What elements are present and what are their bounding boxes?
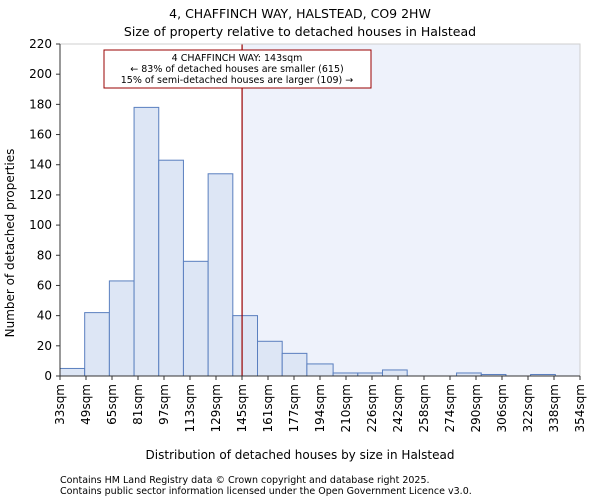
bar-177sqm (281, 352, 308, 377)
bar-81sqm (133, 106, 160, 377)
x-tick-label: 49sqm (79, 384, 93, 425)
x-tick-label: 226sqm (365, 384, 379, 432)
x-tick-label: 258sqm (417, 384, 431, 432)
y-tick-label: 180 (29, 97, 52, 111)
x-tick-label: 33sqm (53, 384, 67, 425)
x-tick-label: 97sqm (157, 384, 171, 425)
bar-33sqm (59, 367, 86, 377)
shaded-region-larger (242, 44, 580, 376)
x-tick-label: 242sqm (391, 384, 405, 432)
annotation-line1: 4 CHAFFINCH WAY: 143sqm (172, 53, 303, 64)
bar-97sqm (158, 159, 184, 377)
x-tick-label: 354sqm (573, 384, 587, 432)
y-tick-label: 220 (29, 37, 52, 51)
y-tick-label: 80 (37, 248, 52, 262)
footer-line1: Contains HM Land Registry data © Crown c… (60, 475, 430, 486)
bar-161sqm (257, 340, 283, 377)
bar-65sqm (108, 280, 135, 377)
x-tick-label: 129sqm (209, 384, 223, 432)
annotation-box: 4 CHAFFINCH WAY: 143sqm ← 83% of detache… (103, 49, 372, 89)
y-tick-label: 60 (37, 278, 52, 292)
bar-113sqm (182, 260, 209, 377)
y-tick-label: 100 (29, 218, 52, 232)
x-tick-label: 338sqm (547, 384, 561, 432)
x-tick-label: 161sqm (261, 384, 275, 432)
x-axis-label: Distribution of detached houses by size … (146, 448, 455, 462)
x-tick-label: 177sqm (287, 384, 301, 432)
bar-194sqm (306, 363, 334, 377)
x-tick-label: 81sqm (131, 384, 145, 425)
bar-49sqm (84, 312, 110, 377)
x-tick-label: 194sqm (313, 384, 327, 432)
y-tick-label: 0 (44, 369, 52, 383)
x-tick-label: 322sqm (521, 384, 535, 432)
plot-area: 0 20 40 60 80 100 120 140 160 180 200 220 33sqm 49sq… (29, 37, 587, 432)
bar-129sqm (207, 173, 234, 377)
annotation-line2: ← 83% of detached houses are smaller (61… (130, 64, 343, 75)
y-axis-label: Number of detached properties (3, 149, 17, 338)
y-tick-label: 120 (29, 188, 52, 202)
y-tick-label: 160 (29, 128, 52, 142)
x-tick-label: 210sqm (339, 384, 353, 432)
y-tick-label: 40 (37, 309, 52, 323)
x-tick-label: 290sqm (469, 384, 483, 432)
chart-title-line1: 4, CHAFFINCH WAY, HALSTEAD, CO9 2HW (169, 6, 431, 21)
x-tick-label: 274sqm (443, 384, 457, 432)
y-tick-label: 20 (37, 339, 52, 353)
x-tick-label: 113sqm (183, 384, 197, 432)
x-tick-label: 65sqm (105, 384, 119, 425)
y-tick-label: 140 (29, 158, 52, 172)
footer-line2: Contains public sector information licen… (60, 486, 472, 497)
x-tick-label: 145sqm (235, 384, 249, 432)
chart-title-line2: Size of property relative to detached ho… (124, 24, 476, 39)
bar-242sqm (381, 369, 408, 377)
x-tick-label: 306sqm (495, 384, 509, 432)
bar-145sqm (232, 315, 259, 377)
y-tick-label: 200 (29, 67, 52, 81)
annotation-line3: 15% of semi-detached houses are larger (… (121, 75, 354, 86)
